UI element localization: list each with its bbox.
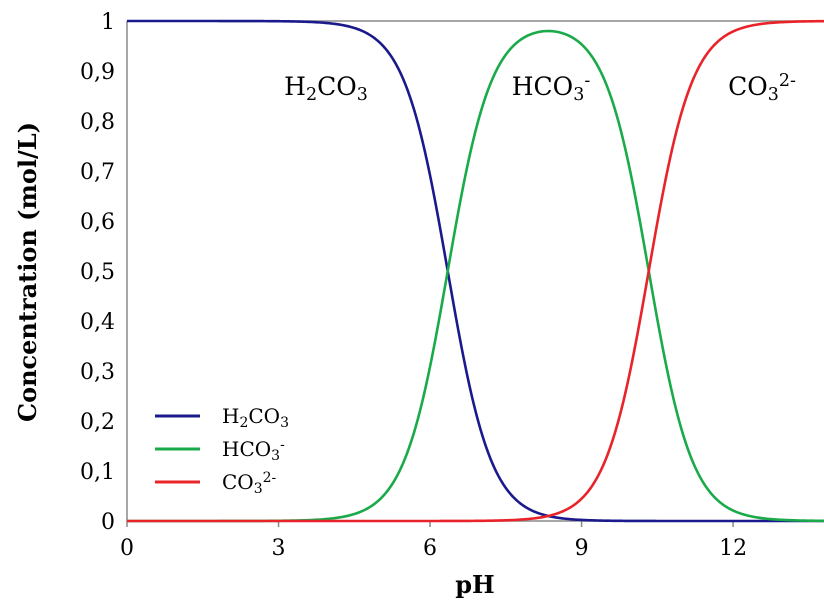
y-tick-label: 0,9 bbox=[80, 60, 115, 85]
series-line-co32 bbox=[127, 19, 824, 523]
legend-item-hco3: HCO3- bbox=[155, 437, 285, 464]
x-tick-label: 0 bbox=[120, 536, 134, 561]
x-axis-title: pH bbox=[455, 570, 494, 599]
y-axis-ticks: 0 0,1 0,2 0,3 0,4 0,5 0,6 0,7 0,8 0,9 1 bbox=[80, 10, 115, 535]
legend-label-hco3: HCO3- bbox=[222, 437, 285, 464]
y-tick-label: 1 bbox=[101, 10, 115, 35]
x-tick-label: 6 bbox=[423, 536, 437, 561]
y-tick-label: 0,6 bbox=[80, 210, 115, 235]
legend-item-h2co3: H2CO3 bbox=[155, 404, 289, 431]
label-h2co3: H2CO3 bbox=[284, 72, 368, 105]
y-tick-label: 0,5 bbox=[80, 260, 115, 285]
label-hco3: HCO3- bbox=[512, 71, 591, 105]
x-axis-ticks: 0 3 6 9 12 bbox=[120, 521, 747, 561]
y-tick-label: 0,4 bbox=[80, 310, 115, 335]
x-tick-label: 12 bbox=[719, 536, 747, 561]
legend-item-co32: CO32- bbox=[155, 470, 277, 497]
y-axis-title: Concentration (mol/L) bbox=[13, 122, 42, 422]
legend-label-co32: CO32- bbox=[222, 470, 277, 497]
x-tick-label: 3 bbox=[272, 536, 286, 561]
legend: H2CO3 HCO3- CO32- bbox=[155, 404, 289, 497]
y-tick-label: 0,2 bbox=[80, 410, 115, 435]
series-lines bbox=[127, 19, 824, 523]
x-tick-label: 9 bbox=[575, 536, 589, 561]
y-tick-label: 0,7 bbox=[80, 160, 115, 185]
legend-label-h2co3: H2CO3 bbox=[222, 404, 289, 431]
y-tick-label: 0,3 bbox=[80, 360, 115, 385]
y-tick-label: 0,1 bbox=[80, 460, 115, 485]
y-tick-label: 0,8 bbox=[80, 110, 115, 135]
y-tick-label: 0 bbox=[101, 510, 115, 535]
label-co32: CO32- bbox=[728, 71, 796, 105]
series-line-h2co3 bbox=[127, 19, 824, 523]
